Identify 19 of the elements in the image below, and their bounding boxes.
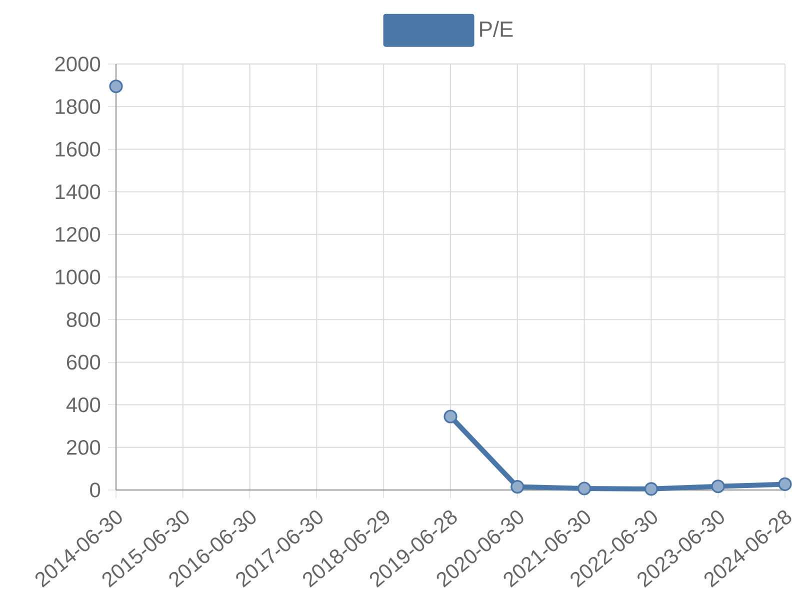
y-tick-label: 1200 xyxy=(56,226,100,242)
point xyxy=(711,480,725,494)
y-tick-label: 200 xyxy=(66,440,100,455)
y-tick-label: 1800 xyxy=(56,99,100,114)
point xyxy=(109,80,123,94)
y-tick-label: 2000 xyxy=(55,56,100,72)
legend-label: P/E xyxy=(480,20,513,38)
y-tick-label: 1400 xyxy=(56,184,100,200)
y-tick-label: 400 xyxy=(66,397,100,412)
point xyxy=(578,482,592,496)
y-tick-label: 1600 xyxy=(56,142,100,157)
point xyxy=(510,480,524,494)
y-tick-label: 0 xyxy=(90,482,100,498)
point xyxy=(444,410,458,424)
y-tick-label: 1000 xyxy=(56,270,100,284)
y-tick-label: 800 xyxy=(66,312,100,328)
y-tick-label: 600 xyxy=(66,354,100,370)
point xyxy=(644,482,658,496)
point xyxy=(778,477,792,492)
